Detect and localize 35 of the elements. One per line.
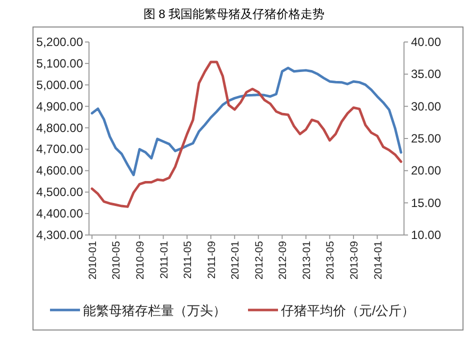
y-tick-label: 5,100.00 [36, 56, 84, 70]
x-tick-label: 2010-05 [110, 240, 123, 280]
y2-tick-label: 15.00 [411, 196, 442, 210]
y-tick-label: 4,800.00 [36, 120, 84, 135]
x-tick-label: 2010-09 [134, 240, 147, 280]
y2-tick-label: 20.00 [411, 164, 442, 178]
y2-tick-label: 10.00 [411, 228, 442, 242]
y-tick-label: 5,000.00 [36, 78, 84, 92]
x-tick-label: 2012-09 [277, 240, 290, 280]
y-tick-label: 4,500.00 [36, 185, 84, 200]
y2-tick-label: 35.00 [411, 67, 442, 82]
y-tick-label: 5,200.00 [36, 35, 84, 49]
x-tick-label: 2012-05 [253, 240, 266, 280]
y-tick-label: 4,400.00 [36, 206, 84, 221]
y-tick-label: 4,600.00 [36, 164, 84, 178]
chart-title: 图 8 我国能繁母猪及仔猪价格走势 [143, 7, 325, 21]
legend-label: 仔猪平均价（元/公斤） [281, 303, 415, 318]
x-tick-label: 2014-01 [372, 240, 384, 280]
x-tick-label: 2013-09 [348, 240, 360, 280]
line-series [90, 66, 402, 176]
y-tick-label: 4,900.00 [36, 99, 84, 114]
x-tick-label: 2013-05 [324, 240, 337, 280]
x-tick-label: 2011-01 [158, 240, 170, 279]
x-tick-label: 2010-01 [86, 240, 99, 280]
line-series [90, 60, 402, 208]
legend-label: 能繁母猪存栏量（万头） [83, 303, 226, 318]
x-tick-label: 2013-01 [300, 240, 313, 280]
y2-tick-label: 40.00 [411, 35, 442, 49]
x-tick-label: 2011-05 [182, 240, 194, 279]
x-tick-label: 2012-01 [230, 240, 242, 280]
x-tick-label: 2011-09 [206, 240, 218, 279]
y2-tick-label: 30.00 [411, 99, 442, 114]
y2-tick-label: 25.00 [411, 132, 442, 146]
y-tick-label: 4,700.00 [36, 142, 84, 156]
y-tick-label: 4,300.00 [36, 228, 84, 242]
